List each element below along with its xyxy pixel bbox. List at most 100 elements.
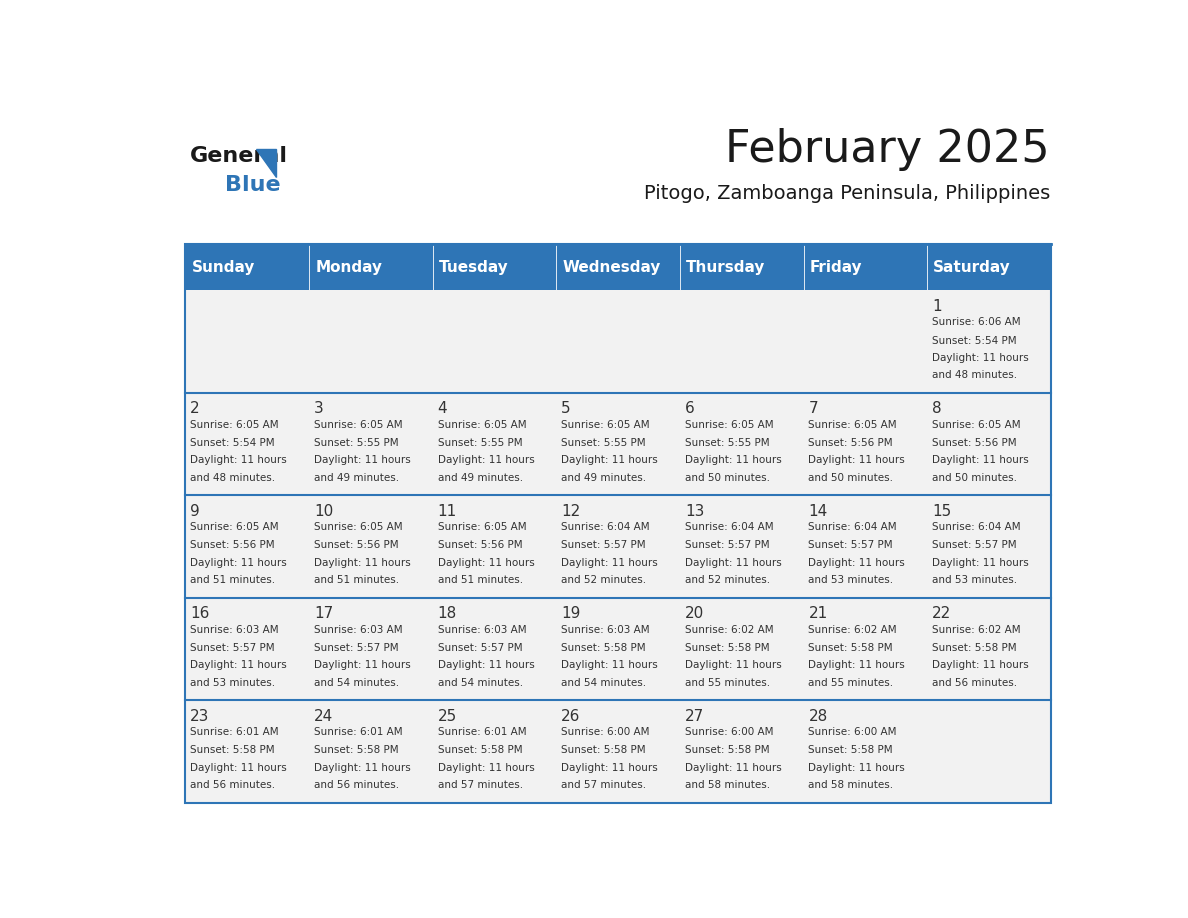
- Text: Wednesday: Wednesday: [562, 260, 661, 274]
- Text: Sunset: 5:57 PM: Sunset: 5:57 PM: [684, 541, 770, 551]
- Text: Daylight: 11 hours: Daylight: 11 hours: [437, 558, 535, 568]
- Text: Sunrise: 6:03 AM: Sunrise: 6:03 AM: [561, 624, 650, 634]
- Text: 28: 28: [809, 709, 828, 723]
- Bar: [309, 244, 432, 290]
- Text: Sunrise: 6:00 AM: Sunrise: 6:00 AM: [561, 727, 650, 737]
- Bar: [185, 393, 309, 496]
- Bar: [803, 598, 927, 700]
- Bar: [309, 598, 432, 700]
- Text: Daylight: 11 hours: Daylight: 11 hours: [561, 455, 658, 465]
- Text: Daylight: 11 hours: Daylight: 11 hours: [437, 660, 535, 670]
- Text: Daylight: 11 hours: Daylight: 11 hours: [684, 455, 782, 465]
- Bar: [803, 393, 927, 496]
- Text: and 55 minutes.: and 55 minutes.: [809, 677, 893, 688]
- Bar: [432, 700, 556, 803]
- Text: Sunrise: 6:02 AM: Sunrise: 6:02 AM: [809, 624, 897, 634]
- Text: Sunset: 5:58 PM: Sunset: 5:58 PM: [809, 643, 893, 653]
- Text: Friday: Friday: [810, 260, 862, 274]
- Text: Daylight: 11 hours: Daylight: 11 hours: [933, 660, 1029, 670]
- Text: 20: 20: [684, 606, 704, 621]
- Bar: [185, 244, 1051, 803]
- Bar: [927, 290, 1051, 393]
- Text: 16: 16: [190, 606, 209, 621]
- Text: Sunrise: 6:04 AM: Sunrise: 6:04 AM: [809, 522, 897, 532]
- Text: 22: 22: [933, 606, 952, 621]
- Text: General: General: [190, 145, 287, 165]
- Bar: [680, 290, 803, 393]
- Bar: [432, 598, 556, 700]
- Text: Sunset: 5:55 PM: Sunset: 5:55 PM: [684, 438, 770, 448]
- Bar: [927, 393, 1051, 496]
- Text: and 58 minutes.: and 58 minutes.: [809, 780, 893, 790]
- Text: Daylight: 11 hours: Daylight: 11 hours: [809, 660, 905, 670]
- Text: Sunday: Sunday: [191, 260, 255, 274]
- Text: 19: 19: [561, 606, 581, 621]
- Bar: [432, 244, 556, 290]
- Text: and 49 minutes.: and 49 minutes.: [437, 473, 523, 483]
- Text: 18: 18: [437, 606, 457, 621]
- Text: and 52 minutes.: and 52 minutes.: [684, 576, 770, 586]
- Bar: [803, 290, 927, 393]
- Bar: [803, 700, 927, 803]
- Text: Sunset: 5:58 PM: Sunset: 5:58 PM: [437, 745, 523, 756]
- Text: 7: 7: [809, 401, 819, 416]
- Text: Sunset: 5:57 PM: Sunset: 5:57 PM: [561, 541, 646, 551]
- Text: Sunrise: 6:05 AM: Sunrise: 6:05 AM: [437, 420, 526, 430]
- Bar: [803, 244, 927, 290]
- Text: and 51 minutes.: and 51 minutes.: [437, 576, 523, 586]
- Text: Sunset: 5:56 PM: Sunset: 5:56 PM: [314, 541, 398, 551]
- Text: Sunrise: 6:01 AM: Sunrise: 6:01 AM: [190, 727, 279, 737]
- Text: 11: 11: [437, 504, 457, 519]
- Text: Daylight: 11 hours: Daylight: 11 hours: [437, 455, 535, 465]
- Text: Daylight: 11 hours: Daylight: 11 hours: [684, 660, 782, 670]
- Text: Sunset: 5:56 PM: Sunset: 5:56 PM: [437, 541, 523, 551]
- Text: and 58 minutes.: and 58 minutes.: [684, 780, 770, 790]
- Text: Sunset: 5:58 PM: Sunset: 5:58 PM: [190, 745, 274, 756]
- Bar: [185, 700, 309, 803]
- Text: Daylight: 11 hours: Daylight: 11 hours: [561, 660, 658, 670]
- Text: Sunset: 5:57 PM: Sunset: 5:57 PM: [809, 541, 893, 551]
- Text: 13: 13: [684, 504, 704, 519]
- Text: Sunrise: 6:05 AM: Sunrise: 6:05 AM: [561, 420, 650, 430]
- Text: Sunrise: 6:00 AM: Sunrise: 6:00 AM: [809, 727, 897, 737]
- Text: and 56 minutes.: and 56 minutes.: [190, 780, 276, 790]
- Text: and 54 minutes.: and 54 minutes.: [561, 677, 646, 688]
- Bar: [185, 244, 309, 290]
- Text: and 52 minutes.: and 52 minutes.: [561, 576, 646, 586]
- Bar: [309, 700, 432, 803]
- Text: Daylight: 11 hours: Daylight: 11 hours: [933, 455, 1029, 465]
- Text: and 54 minutes.: and 54 minutes.: [314, 677, 399, 688]
- Bar: [309, 393, 432, 496]
- Text: and 48 minutes.: and 48 minutes.: [190, 473, 276, 483]
- Text: Daylight: 11 hours: Daylight: 11 hours: [561, 763, 658, 773]
- Text: Thursday: Thursday: [685, 260, 765, 274]
- Text: Daylight: 11 hours: Daylight: 11 hours: [933, 353, 1029, 363]
- Text: Sunrise: 6:02 AM: Sunrise: 6:02 AM: [684, 624, 773, 634]
- Text: 26: 26: [561, 709, 581, 723]
- Text: Daylight: 11 hours: Daylight: 11 hours: [684, 558, 782, 568]
- Text: 2: 2: [190, 401, 200, 416]
- Text: Sunrise: 6:05 AM: Sunrise: 6:05 AM: [190, 420, 279, 430]
- Text: Sunrise: 6:05 AM: Sunrise: 6:05 AM: [437, 522, 526, 532]
- Text: 5: 5: [561, 401, 570, 416]
- Text: 1: 1: [933, 298, 942, 314]
- Text: and 57 minutes.: and 57 minutes.: [437, 780, 523, 790]
- Text: Sunset: 5:58 PM: Sunset: 5:58 PM: [684, 745, 770, 756]
- Bar: [927, 598, 1051, 700]
- Text: and 53 minutes.: and 53 minutes.: [809, 576, 893, 586]
- Text: Daylight: 11 hours: Daylight: 11 hours: [933, 558, 1029, 568]
- Text: 17: 17: [314, 606, 333, 621]
- Text: Blue: Blue: [225, 175, 280, 196]
- Text: and 53 minutes.: and 53 minutes.: [190, 677, 276, 688]
- Text: and 50 minutes.: and 50 minutes.: [684, 473, 770, 483]
- Text: 3: 3: [314, 401, 323, 416]
- Bar: [185, 496, 309, 598]
- Text: Sunrise: 6:03 AM: Sunrise: 6:03 AM: [190, 624, 279, 634]
- Text: Sunrise: 6:01 AM: Sunrise: 6:01 AM: [314, 727, 403, 737]
- Text: Sunrise: 6:02 AM: Sunrise: 6:02 AM: [933, 624, 1020, 634]
- Text: Sunset: 5:58 PM: Sunset: 5:58 PM: [933, 643, 1017, 653]
- Text: Monday: Monday: [315, 260, 383, 274]
- Text: and 48 minutes.: and 48 minutes.: [933, 370, 1017, 380]
- Text: 4: 4: [437, 401, 447, 416]
- Bar: [680, 496, 803, 598]
